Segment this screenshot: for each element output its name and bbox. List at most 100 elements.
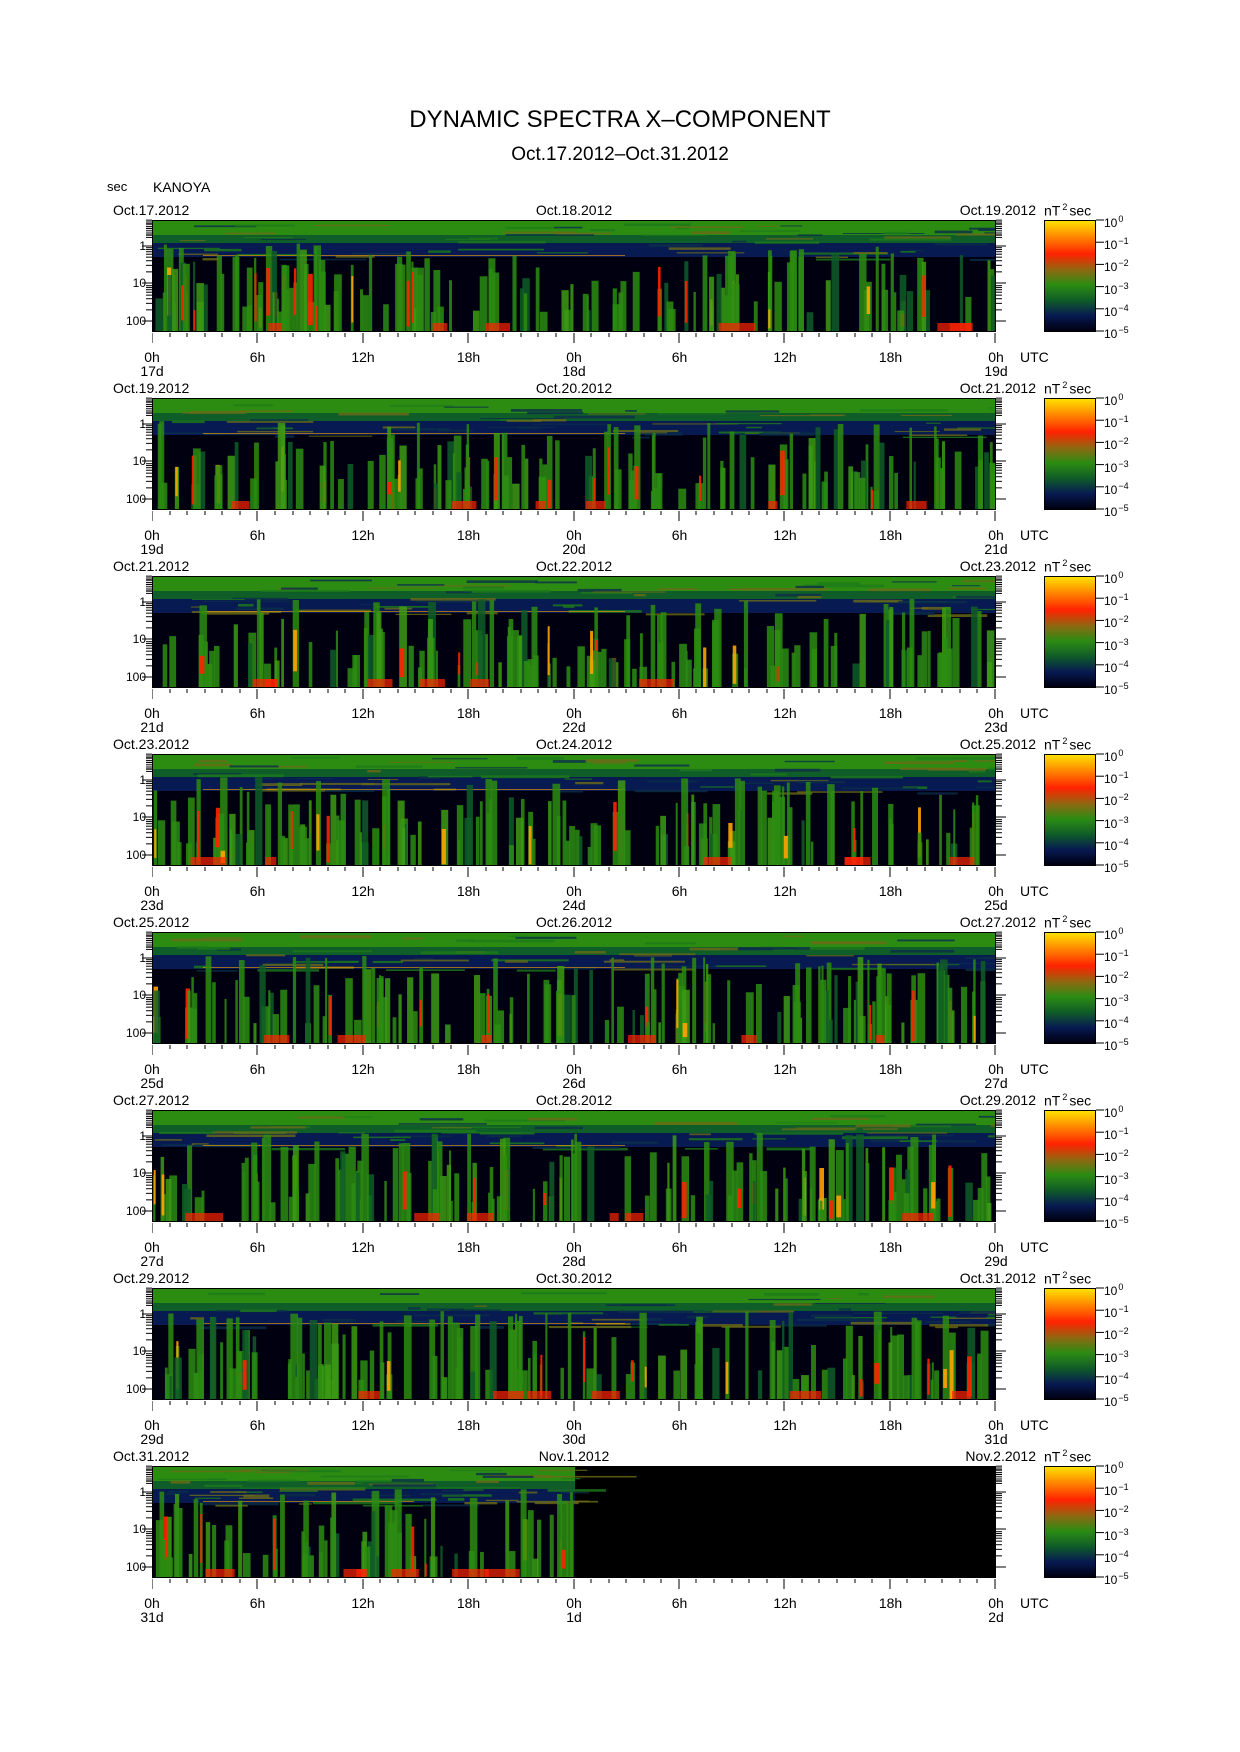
activity-peak <box>776 666 779 682</box>
activity-base <box>627 1035 657 1043</box>
spectrum-texture <box>516 969 556 972</box>
activity-streak <box>313 245 322 331</box>
activity-streak <box>934 1370 940 1399</box>
activity-streak <box>397 1532 402 1577</box>
activity-streak <box>925 839 929 865</box>
activity-streak <box>456 472 462 509</box>
activity-streak <box>342 1334 346 1399</box>
spectrum-texture <box>592 591 666 593</box>
activity-streak <box>503 1155 507 1221</box>
spectrum-texture <box>715 965 767 967</box>
activity-streak <box>229 1368 238 1399</box>
activity-streak <box>162 644 168 687</box>
spectrum-texture <box>894 1125 951 1128</box>
activity-streak <box>897 1334 905 1399</box>
spectrum-texture <box>516 757 565 760</box>
spectrum-texture <box>246 954 286 957</box>
x-axis-ticks <box>151 1222 996 1240</box>
activity-streak <box>220 273 225 331</box>
activity-streak <box>729 431 735 509</box>
activity-streak <box>860 790 864 865</box>
activity-streak <box>936 962 939 1043</box>
activity-peak <box>819 1168 825 1210</box>
spectrum-texture <box>882 1295 935 1298</box>
utc-label: UTC <box>1020 705 1049 721</box>
activity-streak <box>989 462 995 509</box>
y-tick-label: 10 <box>132 1522 146 1536</box>
activity-streak <box>167 274 175 331</box>
colorbar-tick-label: 10−4 <box>1104 1014 1129 1031</box>
activity-streak <box>571 1153 575 1221</box>
spectrum-texture <box>197 774 284 778</box>
activity-streak <box>845 1135 853 1221</box>
activity-streak <box>546 435 553 509</box>
activity-streak <box>810 1188 813 1221</box>
activity-streak <box>322 1016 327 1043</box>
activity-streak <box>632 1009 635 1043</box>
activity-streak <box>556 990 563 1043</box>
activity-streak <box>449 280 453 331</box>
spectrum-texture <box>166 1493 181 1496</box>
spectrum-texture <box>733 433 780 436</box>
activity-streak <box>852 839 857 865</box>
activity-streak <box>366 1174 375 1221</box>
spectrum-texture <box>372 1484 436 1487</box>
activity-streak <box>493 958 498 1043</box>
spectrum-texture <box>196 969 238 972</box>
spectrum-texture <box>356 1479 407 1483</box>
activity-streak <box>308 1163 316 1221</box>
spectrum-texture <box>237 430 314 433</box>
activity-streak <box>263 663 271 687</box>
activity-streak <box>942 637 948 687</box>
activity-streak <box>770 665 778 687</box>
activity-streak <box>783 1167 786 1221</box>
day-label: 20d <box>562 541 586 557</box>
spectrum-texture <box>170 1480 191 1484</box>
spectrum-texture <box>978 1115 995 1118</box>
spectrum-texture <box>774 768 821 772</box>
colorbar-tick-label: 10−2 <box>1104 436 1129 453</box>
spectrum-texture <box>797 1318 885 1322</box>
activity-streak <box>194 1197 203 1221</box>
spectrum-texture <box>775 593 822 597</box>
activity-streak <box>361 1133 369 1221</box>
activity-streak <box>559 1155 563 1221</box>
spectrum-texture <box>563 605 575 608</box>
activity-streak <box>825 280 831 331</box>
spectrum-texture <box>352 1498 437 1502</box>
activity-streak <box>188 1348 196 1399</box>
activity-streak <box>630 470 635 509</box>
x-tick-label: 0h <box>144 883 160 899</box>
spectrum-texture <box>718 431 782 434</box>
spectrum-texture <box>969 258 995 262</box>
activity-peak <box>154 829 157 859</box>
spectrum-texture <box>256 427 293 430</box>
activity-streak <box>589 970 593 1043</box>
activity-base <box>432 323 448 331</box>
spectrum-texture <box>647 780 698 783</box>
spectrum-texture <box>994 435 995 437</box>
spectrum-texture <box>398 1123 487 1125</box>
activity-base <box>535 501 546 509</box>
spectrum-texture <box>741 588 830 591</box>
spectrum-texture <box>815 1302 886 1305</box>
activity-streak <box>914 1320 922 1399</box>
activity-streak <box>531 606 538 687</box>
activity-streak <box>650 490 653 509</box>
activity-streak <box>872 787 879 865</box>
activity-streak <box>855 981 859 1043</box>
activity-streak <box>917 655 923 687</box>
spectrum-texture <box>159 1131 215 1134</box>
activity-streak <box>376 978 384 1043</box>
spectrum-texture <box>655 965 717 967</box>
activity-streak <box>650 957 655 1043</box>
activity-streak <box>280 1146 289 1221</box>
activity-streak <box>212 982 216 1043</box>
x-tick-label: 18h <box>456 1061 481 1077</box>
activity-streak <box>824 990 829 1043</box>
activity-streak <box>690 1195 696 1221</box>
spectrum-line <box>203 967 625 968</box>
activity-streak <box>166 1557 173 1577</box>
spectrum-texture <box>312 1501 399 1505</box>
activity-streak <box>565 840 571 865</box>
